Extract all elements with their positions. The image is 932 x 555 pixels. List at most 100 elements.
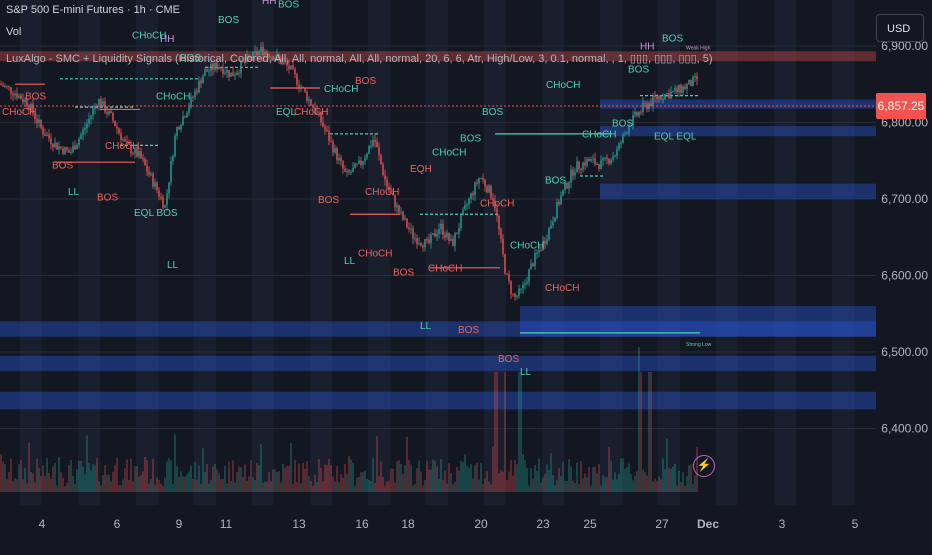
annotation-label: CHoCH [132, 30, 166, 41]
volume-bar [126, 460, 127, 492]
volume-bar [130, 459, 131, 492]
volume-bar [128, 480, 129, 492]
volume-bar [200, 484, 201, 492]
candle-body [592, 158, 593, 159]
session-band [20, 0, 42, 505]
volume-label[interactable]: Vol [6, 26, 21, 38]
candle-body [670, 92, 671, 98]
candle-body [204, 70, 205, 76]
volume-bar [202, 448, 203, 492]
candle-body [486, 187, 487, 193]
candle-body [430, 235, 431, 243]
volume-bar [418, 461, 419, 492]
volume-bar [14, 478, 15, 492]
volume-bar [506, 480, 507, 492]
volume-bar [248, 476, 249, 492]
candle-body [90, 115, 91, 118]
symbol-title[interactable]: S&P 500 E-mini Futures · 1h · CME [6, 4, 180, 16]
candle-body [576, 162, 577, 173]
volume-bar [446, 484, 447, 492]
volume-bar [276, 472, 277, 492]
volume-bar [196, 480, 197, 492]
volume-bar [176, 466, 177, 492]
candle-body [38, 120, 39, 123]
candle-body [534, 253, 535, 266]
volume-bar [304, 469, 305, 492]
volume-bar [466, 466, 467, 492]
annotation-label: BOS [628, 65, 649, 76]
time-axis[interactable]: 4 6 9 11 13 16 18 20 23 25 27 Dec 3 5 [0, 505, 932, 550]
candle-body [308, 99, 309, 100]
volume-bar [228, 462, 229, 492]
volume-bar [124, 468, 125, 492]
annotation-label: EQH [410, 164, 432, 175]
volume-bar [682, 472, 683, 492]
candle-body [344, 169, 345, 172]
candle-body [80, 135, 81, 139]
candle-body [554, 218, 555, 222]
volume-bar [266, 481, 267, 492]
volume-bar [504, 372, 505, 492]
candle-body [688, 80, 689, 84]
volume-bar [362, 472, 363, 492]
candle-body [84, 128, 85, 130]
candle-body [488, 186, 489, 193]
volume-bar [138, 477, 139, 492]
candle-body [606, 157, 607, 158]
candle-body [368, 146, 369, 154]
volume-bar [394, 483, 395, 492]
volume-bar [542, 478, 543, 492]
volume-bar [544, 474, 545, 492]
volume-bar [152, 459, 153, 492]
candle-body [60, 147, 61, 149]
volume-bar [148, 484, 149, 492]
candle-body [566, 183, 567, 188]
volume-bar [530, 468, 531, 492]
volume-bar [114, 465, 115, 492]
candle-body [16, 94, 17, 98]
candle-body [200, 81, 201, 84]
candle-body [464, 205, 465, 210]
volume-bar [28, 443, 29, 492]
volume-bar [340, 474, 341, 492]
candle-body [198, 81, 199, 93]
volume-bar [548, 470, 549, 492]
volume-bar [676, 485, 677, 492]
volume-bar [364, 471, 365, 492]
candle-body [572, 170, 573, 176]
volume-bar [634, 476, 635, 492]
candle-body [92, 109, 93, 116]
price-axis[interactable]: 6,900.006,800.006,700.006,600.006,500.00… [876, 0, 932, 550]
volume-bar [38, 468, 39, 492]
candle-body [440, 224, 441, 229]
indicator-label[interactable]: LuxAlgo - SMC + Liquidity Signals (Histo… [6, 52, 713, 65]
candle-body [108, 111, 109, 114]
candle-body [668, 93, 669, 98]
volume-bar [508, 472, 509, 492]
volume-bar [628, 463, 629, 492]
candle-body [224, 73, 225, 74]
volume-bar [694, 476, 695, 492]
volume-bar [448, 463, 449, 492]
volume-bar [378, 476, 379, 492]
candle-body [174, 136, 175, 156]
volume-bar [450, 473, 451, 492]
volume-bar [292, 484, 293, 492]
candle-body [208, 71, 209, 72]
volume-bar [428, 469, 429, 492]
candle-body [642, 103, 643, 112]
annotation-label: LL [520, 367, 532, 378]
candle-body [322, 122, 323, 126]
candle-body [428, 239, 429, 243]
candle-body [478, 178, 479, 183]
candle-body [624, 133, 625, 134]
volume-bar [8, 472, 9, 492]
volume-bar [300, 483, 301, 492]
volume-bar [624, 469, 625, 492]
candle-body [550, 225, 551, 228]
currency-button[interactable]: USD [876, 14, 924, 42]
lightning-icon[interactable]: ⚡ [693, 455, 715, 477]
candle-body [106, 112, 107, 113]
